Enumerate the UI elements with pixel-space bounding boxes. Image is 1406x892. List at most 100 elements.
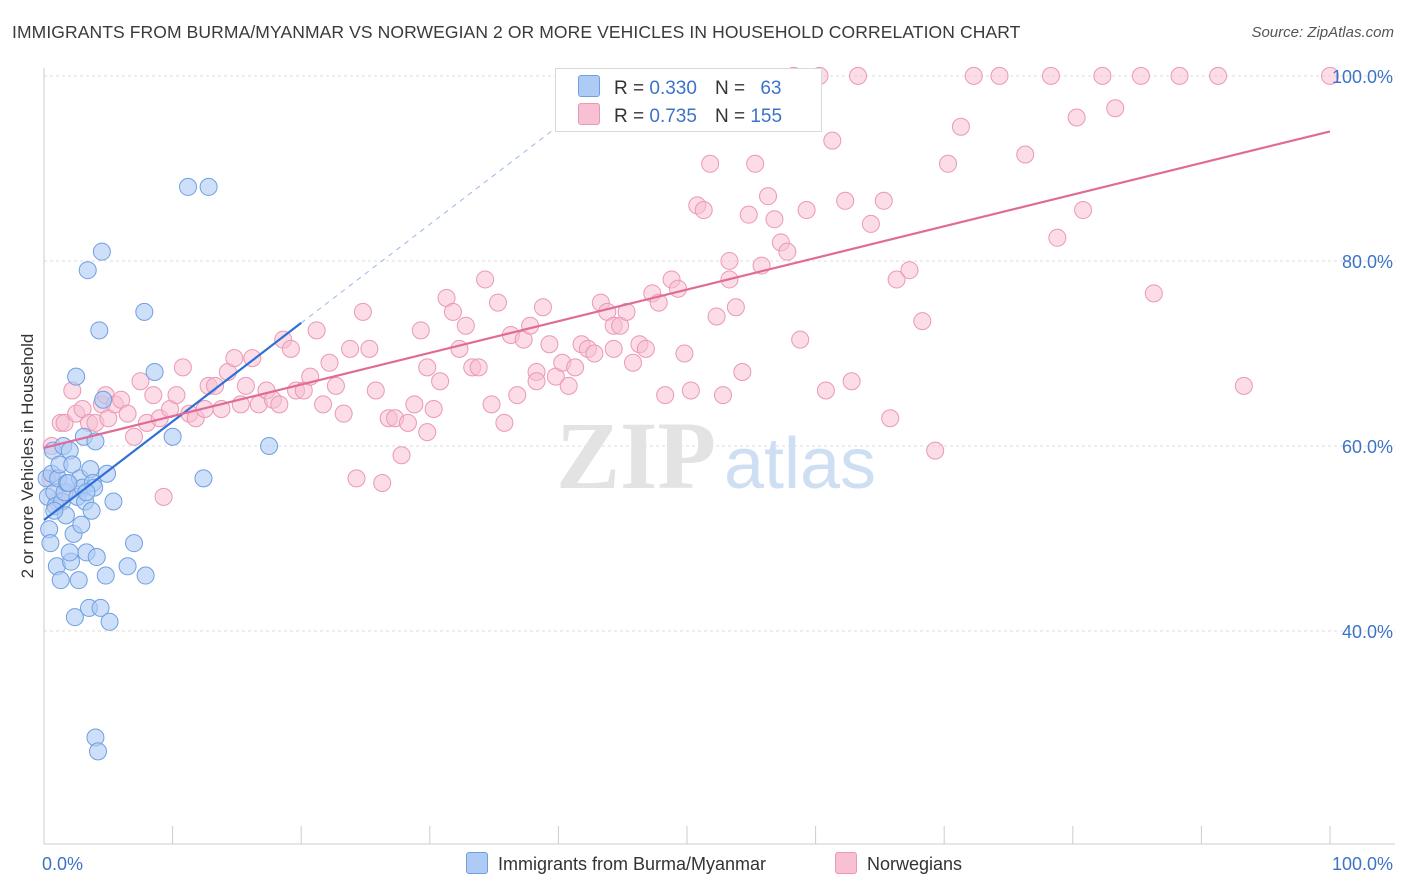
legend-r-value-1: 0.330 xyxy=(649,78,697,99)
norwegians-point xyxy=(726,298,745,317)
norwegians-point xyxy=(418,423,437,442)
legend-r-value-2: 0.735 xyxy=(649,106,697,127)
watermark: ZIP atlas xyxy=(556,402,876,509)
norwegians-point xyxy=(836,191,855,210)
bottom-legend-swatch-blue xyxy=(466,852,488,874)
norwegians-point xyxy=(887,270,906,289)
burma-point xyxy=(118,557,137,576)
burma-point xyxy=(89,742,108,761)
burma-trend-line xyxy=(43,322,302,521)
norwegians-point xyxy=(392,446,411,465)
burma-point xyxy=(135,302,154,321)
burma-point xyxy=(67,367,86,386)
burma-point xyxy=(125,534,144,553)
norwegians-point xyxy=(469,358,488,377)
norwegians-point xyxy=(675,344,694,363)
legend-n-label-1: N = xyxy=(714,78,746,99)
burma-point xyxy=(63,455,82,474)
y-tick-label-100: 100.0% xyxy=(1332,67,1393,87)
burma-point xyxy=(199,177,218,196)
chart-title: IMMIGRANTS FROM BURMA/MYANMAR VS NORWEGI… xyxy=(12,22,1021,42)
norwegians-point xyxy=(900,261,919,280)
norwegians-point xyxy=(398,413,417,432)
norwegians-point xyxy=(746,154,765,173)
norwegians-point xyxy=(617,302,636,321)
norwegians-point xyxy=(951,117,970,136)
legend-row-norwegians: R = 0.735 N = 155 xyxy=(578,103,782,128)
norwegians-point xyxy=(604,339,623,358)
burma-point xyxy=(179,177,198,196)
burma-point xyxy=(72,515,91,534)
norwegians-point xyxy=(842,372,861,391)
legend-r-label-2: R = xyxy=(614,106,645,127)
norwegians-point xyxy=(1041,66,1060,85)
norwegians-point xyxy=(1131,66,1150,85)
norwegians-point xyxy=(131,372,150,391)
burma-point xyxy=(96,566,115,585)
y-axis-title: 2 or more Vehicles in Household xyxy=(18,333,37,579)
burma-point xyxy=(92,242,111,261)
norwegians-point xyxy=(816,381,835,400)
burma-point xyxy=(78,261,97,280)
burma-point xyxy=(59,474,78,493)
burma-point xyxy=(77,483,96,502)
norwegians-point xyxy=(533,298,552,317)
norwegians-point xyxy=(623,353,642,372)
legend-n-value-1: 63 xyxy=(760,78,782,99)
norwegians-point xyxy=(1074,201,1093,220)
norwegians-point xyxy=(1170,66,1189,85)
norwegians-point xyxy=(797,201,816,220)
norwegians-point xyxy=(347,469,366,488)
burma-point xyxy=(82,501,101,520)
burma-point xyxy=(41,534,60,553)
norwegians-point xyxy=(443,302,462,321)
legend-swatch-pink xyxy=(578,103,600,125)
norwegians-point xyxy=(373,474,392,493)
bottom-legend-norwegians: Norwegians xyxy=(835,852,962,875)
legend-swatch-blue xyxy=(578,75,600,97)
norwegians-point xyxy=(1093,66,1112,85)
norwegians-point xyxy=(225,349,244,368)
norwegians-point xyxy=(759,187,778,206)
norwegians-point xyxy=(1234,376,1253,395)
norwegians-point xyxy=(681,381,700,400)
norwegians-point xyxy=(694,201,713,220)
norwegians-point xyxy=(791,330,810,349)
norwegians-point xyxy=(125,427,144,446)
norwegians-point xyxy=(913,312,932,331)
y-tick-label-40: 40.0% xyxy=(1342,622,1393,642)
norwegians-point xyxy=(585,344,604,363)
norwegians-point xyxy=(431,372,450,391)
legend-row-burma: R = 0.330 N = 63 xyxy=(578,75,781,100)
burma-point xyxy=(69,571,88,590)
norwegians-point xyxy=(320,353,339,372)
burma-point xyxy=(91,598,110,617)
norwegians-point xyxy=(540,335,559,354)
burma-point xyxy=(260,437,279,455)
norwegians-point xyxy=(144,386,163,405)
norwegians-point xyxy=(334,404,353,423)
norwegians-point xyxy=(1209,66,1228,85)
watermark-zip: ZIP xyxy=(556,402,716,509)
y-tick-label-60: 60.0% xyxy=(1342,437,1393,457)
burma-point xyxy=(104,492,123,511)
burma-point xyxy=(87,548,106,567)
bottom-legend-label-burma: Immigrants from Burma/Myanmar xyxy=(498,854,767,874)
burma-point xyxy=(51,571,70,590)
norwegians-point xyxy=(353,302,372,321)
norwegians-point xyxy=(1321,66,1339,85)
norwegians-point xyxy=(307,321,326,340)
norwegians-point xyxy=(405,395,424,414)
burma-point xyxy=(65,608,84,627)
norwegians-point xyxy=(167,386,186,405)
norwegians-point xyxy=(881,409,900,428)
norwegians-point xyxy=(341,339,360,358)
burma-point xyxy=(145,362,164,381)
source-label: Source: ZipAtlas.com xyxy=(1251,24,1394,41)
norwegians-point xyxy=(636,339,655,358)
tick-labels: 40.0% 60.0% 80.0% 100.0% 0.0% 100.0% xyxy=(42,67,1393,874)
bottom-legend-swatch-pink xyxy=(835,852,857,874)
axes xyxy=(43,68,1395,845)
norwegians-point xyxy=(566,358,585,377)
